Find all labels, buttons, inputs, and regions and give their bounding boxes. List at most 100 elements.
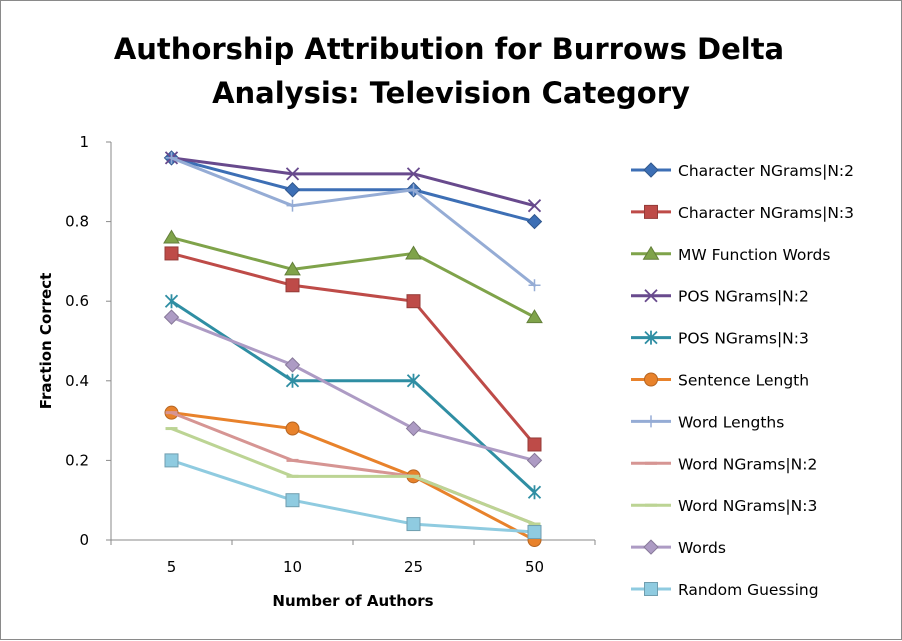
- series-line: [170, 251, 536, 446]
- chart-title-line-1: Authorship Attribution for Burrows Delta: [114, 32, 784, 66]
- data-point: [284, 261, 301, 276]
- legend-item: Word Lengths: [631, 413, 784, 431]
- data-point: [528, 279, 541, 292]
- data-point: [164, 246, 179, 261]
- legend-item: MW Function Words: [631, 246, 830, 264]
- y-tick-label: 0.8: [65, 213, 89, 231]
- data-point: [163, 309, 180, 325]
- series-layer: [163, 150, 543, 547]
- series-mw-function-words: [163, 229, 543, 324]
- legend-marker: [644, 582, 658, 596]
- data-point: [527, 485, 542, 500]
- legend-item: POS NGrams|N:3: [631, 330, 809, 348]
- legend-label: Words: [678, 539, 726, 557]
- x-tick-label: 5: [167, 558, 177, 576]
- y-tick-label: 0.6: [65, 292, 89, 310]
- series-line: [170, 156, 536, 224]
- legend-item: Words: [631, 539, 726, 557]
- data-point: [405, 245, 422, 260]
- y-tick-label: 1: [79, 133, 89, 151]
- legend-label: Word Lengths: [678, 413, 784, 431]
- legend-item: Word NGrams|N:3: [631, 497, 817, 515]
- data-point: [527, 437, 542, 452]
- x-axis-title: Number of Authors: [272, 592, 433, 610]
- series-word-ngrams-n-3: [165, 427, 541, 526]
- legend-item: Random Guessing: [631, 581, 819, 599]
- y-tick-label: 0: [79, 531, 89, 549]
- y-ticks: 0 0.2 0.4 0.6 0.8 1: [65, 133, 111, 549]
- legend-marker: [642, 245, 660, 260]
- series-pos-ngrams-n-2: [164, 151, 542, 213]
- y-tick-label: 0.4: [65, 372, 89, 390]
- series-line: [170, 411, 536, 526]
- legend-label: Random Guessing: [678, 581, 819, 599]
- data-point: [526, 452, 543, 469]
- series-line: [170, 315, 536, 462]
- data-point: [526, 309, 543, 324]
- legend-label: MW Function Words: [678, 246, 830, 264]
- legend: Character NGrams|N:2 Character NGrams|N:3…: [631, 162, 854, 599]
- data-point: [285, 421, 300, 436]
- data-point: [165, 151, 178, 164]
- series-word-ngrams-n-2: [165, 411, 541, 526]
- series-character-ngrams-n-2: [163, 150, 543, 230]
- legend-marker: [643, 162, 659, 178]
- series-line: [170, 156, 536, 287]
- legend-item: Sentence Length: [631, 372, 809, 390]
- series-line: [170, 156, 536, 208]
- legend-item: Character NGrams|N:2: [631, 162, 854, 180]
- data-point: [406, 294, 421, 309]
- data-point: [406, 517, 421, 532]
- legend-label: POS NGrams|N:3: [678, 330, 809, 348]
- x-tick-label: 50: [525, 558, 544, 576]
- data-point: [284, 182, 301, 198]
- legend-marker: [645, 415, 657, 428]
- data-point: [407, 183, 420, 196]
- legend-marker: [644, 204, 658, 219]
- legend-label: Character NGrams|N:3: [678, 204, 854, 222]
- data-point: [405, 420, 422, 437]
- data-point: [285, 278, 300, 293]
- data-point: [286, 199, 299, 212]
- series-words: [163, 309, 543, 469]
- legend-item: Word NGrams|N:2: [631, 455, 817, 473]
- series-line: [170, 411, 536, 542]
- legend-label: POS NGrams|N:2: [678, 288, 809, 306]
- data-point: [164, 453, 179, 468]
- legend-marker: [643, 539, 659, 555]
- series-random-guessing: [164, 453, 542, 540]
- data-point: [163, 229, 180, 244]
- legend-label: Word NGrams|N:3: [678, 497, 817, 515]
- legend-marker: [644, 289, 658, 303]
- series-character-ngrams-n-3: [164, 246, 542, 452]
- legend-marker: [644, 330, 658, 345]
- data-point: [527, 199, 542, 213]
- legend-label: Character NGrams|N:2: [678, 162, 854, 180]
- data-point: [284, 357, 301, 373]
- series-line: [170, 427, 536, 526]
- data-point: [285, 493, 300, 508]
- series-line: [170, 236, 536, 319]
- y-tick-label: 0.2: [65, 451, 89, 469]
- series-line: [170, 458, 536, 534]
- legend-label: Word NGrams|N:2: [678, 455, 817, 473]
- data-point: [164, 294, 179, 309]
- chart-title-line-2: Analysis: Television Category: [212, 76, 690, 110]
- x-ticks: 5 10 25 50: [110, 540, 596, 576]
- legend-item: POS NGrams|N:2: [631, 288, 809, 306]
- legend-item: Character NGrams|N:3: [631, 204, 854, 222]
- data-point: [285, 167, 300, 181]
- data-point: [526, 213, 543, 230]
- x-tick-label: 10: [283, 558, 302, 576]
- legend-label: Sentence Length: [678, 372, 809, 390]
- data-point: [406, 373, 421, 388]
- x-tick-label: 25: [404, 558, 423, 576]
- y-axis-title: Fraction Correct: [37, 273, 55, 410]
- data-point: [406, 167, 421, 181]
- data-point: [285, 373, 300, 388]
- legend-marker: [644, 372, 658, 387]
- series-word-lengths: [165, 151, 541, 292]
- data-point: [527, 525, 542, 540]
